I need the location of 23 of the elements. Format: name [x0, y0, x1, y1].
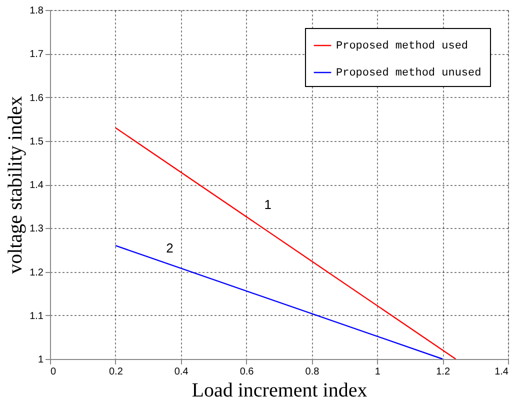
x-tick-label: 0.2: [108, 366, 124, 378]
x-tick-label: 1.4: [494, 366, 509, 378]
x-tick-label: 0.6: [240, 366, 254, 378]
x-axis-title: Load increment index: [192, 380, 368, 402]
y-tick-label: 1.4: [30, 180, 44, 191]
x-tick-label: 0.4: [174, 366, 189, 378]
y-tick-label: 1: [38, 354, 44, 366]
y-tick-label: 1.3: [30, 224, 44, 235]
annotation: 1: [264, 197, 272, 212]
y-tick-label: 1.8: [30, 6, 44, 16]
y-tick-label: 1.2: [30, 267, 44, 278]
x-tick-label: 1: [374, 366, 381, 378]
y-tick-label: 1.1: [30, 310, 44, 322]
x-tick-label: 1.2: [436, 366, 450, 378]
x-tick-label: 0: [50, 366, 56, 378]
legend-label: Proposed method used: [336, 40, 468, 52]
y-tick-label: 1.7: [30, 49, 44, 60]
y-axis-title: voltage stability index: [4, 96, 27, 274]
annotation: 2: [166, 240, 174, 256]
legend-label: Proposed method unused: [336, 68, 482, 80]
y-tick-label: 1.5: [30, 136, 44, 148]
x-tick-label: 0.8: [305, 366, 320, 378]
y-tick-label: 1.6: [30, 92, 44, 104]
